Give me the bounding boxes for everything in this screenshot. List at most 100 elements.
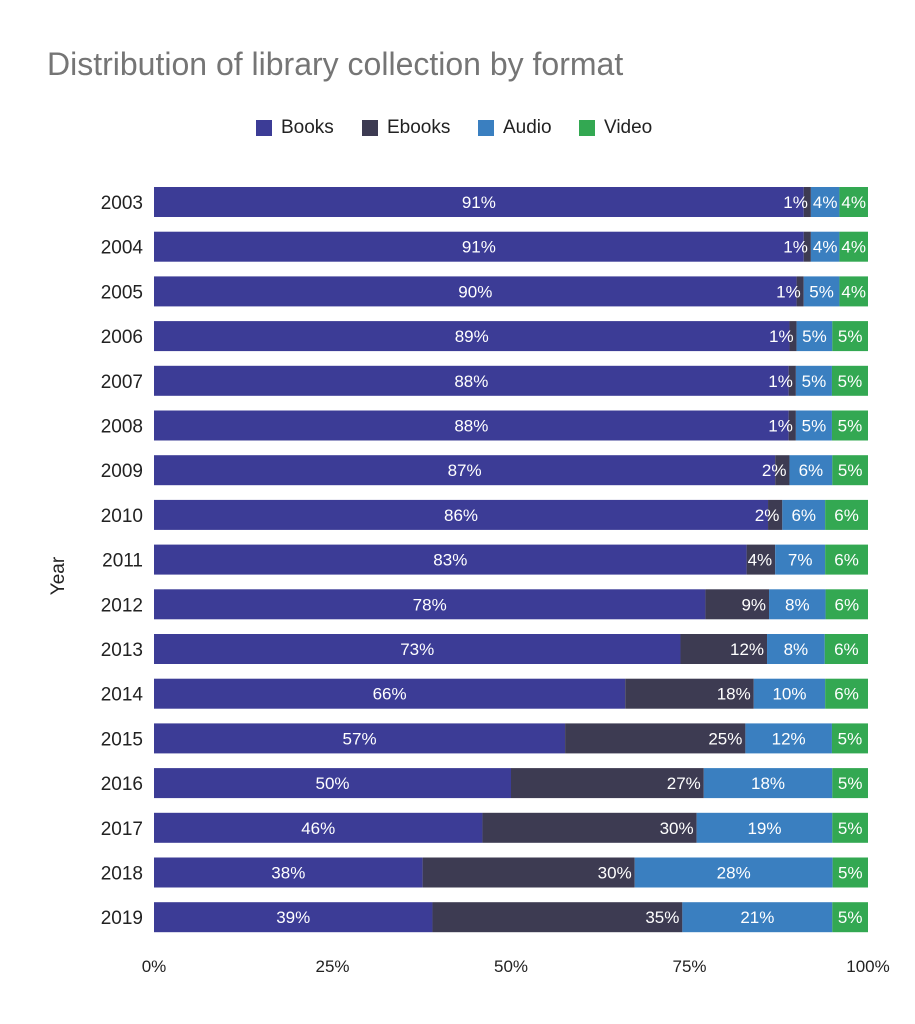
bar-segment-video: [839, 231, 868, 262]
bar-segment-audio: [682, 902, 833, 933]
data-label-video: 4%: [841, 193, 866, 212]
bar-segment-video: [839, 187, 868, 217]
y-tick-label: 2003: [101, 193, 143, 214]
bar-segment-video: [825, 499, 868, 530]
data-label-audio: 5%: [802, 372, 827, 391]
data-label-audio: 18%: [751, 774, 785, 793]
data-label-books: 73%: [400, 640, 434, 659]
data-label-video: 6%: [834, 506, 859, 525]
x-tick-label: 50%: [494, 957, 528, 976]
y-tick-label: 2017: [101, 819, 143, 840]
bar-segment-ebooks: [422, 857, 635, 888]
legend-item-video: Video: [579, 116, 652, 140]
data-label-ebooks: 30%: [660, 819, 694, 838]
bar-segment-video: [824, 634, 868, 664]
bar-segment-audio: [745, 723, 832, 754]
x-tick-label: 0%: [142, 957, 167, 976]
bar-segment-audio: [767, 634, 825, 664]
y-tick-label: 2018: [101, 864, 143, 885]
data-label-books: 91%: [462, 238, 496, 257]
bar-segment-video: [825, 544, 868, 575]
data-label-video: 6%: [834, 685, 859, 704]
data-label-books: 88%: [454, 372, 488, 391]
legend-item-books: Books: [256, 116, 334, 140]
data-label-ebooks: 18%: [717, 685, 751, 704]
bar-segment-audio: [795, 410, 832, 441]
data-label-audio: 6%: [791, 506, 816, 525]
bar-segment-books: [154, 321, 790, 352]
bar-segment-video: [825, 589, 868, 620]
data-label-video: 5%: [838, 819, 863, 838]
data-label-ebooks: 27%: [667, 774, 701, 793]
y-tick-label: 2012: [101, 595, 143, 616]
data-label-video: 4%: [841, 282, 866, 301]
data-label-video: 4%: [841, 238, 866, 257]
bar-segment-ebooks: [511, 768, 704, 799]
data-label-audio: 6%: [799, 461, 824, 480]
chart-title: Distribution of library collection by fo…: [47, 46, 624, 82]
bar-segment-books: [154, 723, 566, 754]
bar-segment-books: [154, 187, 804, 217]
bar-segment-audio: [769, 589, 826, 620]
legend-swatch: [256, 120, 272, 136]
bar-segment-books: [154, 276, 797, 307]
data-label-books: 78%: [413, 595, 447, 614]
bar-segment-ebooks: [796, 276, 804, 307]
data-label-audio: 21%: [740, 908, 774, 927]
bar-segment-ebooks: [705, 589, 770, 620]
bar-segment-books: [154, 365, 789, 396]
y-tick-label: 2013: [101, 640, 143, 661]
data-label-video: 5%: [838, 729, 863, 748]
bar-segment-video: [831, 365, 868, 396]
bar-segment-books: [154, 768, 511, 799]
data-label-video: 5%: [838, 372, 863, 391]
y-tick-label: 2007: [101, 372, 143, 393]
data-label-ebooks: 1%: [783, 238, 808, 257]
data-label-audio: 5%: [809, 282, 834, 301]
data-label-video: 5%: [838, 774, 863, 793]
data-label-audio: 10%: [772, 685, 806, 704]
legend-swatch: [362, 120, 378, 136]
y-tick-label: 2019: [101, 908, 143, 929]
legend-item-audio: Audio: [478, 116, 552, 140]
data-label-ebooks: 4%: [748, 551, 773, 570]
bar-segment-ebooks: [625, 678, 754, 709]
data-label-ebooks: 1%: [776, 282, 801, 301]
y-tick-label: 2011: [102, 551, 143, 572]
bar-segment-ebooks: [768, 499, 783, 530]
bar-segment-books: [154, 678, 626, 709]
y-tick-label: 2008: [101, 417, 143, 438]
data-label-ebooks: 12%: [730, 640, 764, 659]
bar-segment-ebooks: [680, 634, 768, 664]
y-tick-label: 2004: [101, 238, 144, 259]
bar-segment-books: [154, 455, 776, 486]
data-label-ebooks: 1%: [768, 372, 793, 391]
bar-segment-ebooks: [803, 187, 811, 217]
data-label-ebooks: 1%: [783, 193, 808, 212]
data-label-books: 39%: [276, 908, 310, 927]
data-label-video: 5%: [838, 908, 863, 927]
bar-segment-audio: [703, 768, 833, 799]
data-label-video: 5%: [838, 417, 863, 436]
bar-segment-video: [831, 723, 868, 754]
x-tick-label: 25%: [315, 957, 349, 976]
data-label-video: 5%: [838, 461, 863, 480]
bar-segment-audio: [796, 321, 833, 352]
bar-segment-books: [154, 231, 804, 262]
bar-segment-ebooks: [775, 455, 790, 486]
legend-item-ebooks: Ebooks: [362, 116, 450, 140]
bar-segment-books: [154, 902, 433, 933]
bar-segment-video: [839, 276, 868, 307]
data-label-ebooks: 9%: [741, 595, 766, 614]
legend-label: Books: [281, 117, 334, 138]
bar-segment-audio: [795, 365, 832, 396]
bar-segment-audio: [810, 231, 840, 262]
bar-segment-ebooks: [432, 902, 683, 933]
data-label-video: 6%: [834, 551, 859, 570]
chart-legend: Books Ebooks Audio Video: [0, 116, 915, 140]
bar-segment-video: [832, 812, 868, 843]
bar-segment-books: [154, 499, 769, 530]
bar-segment-audio: [753, 678, 826, 709]
data-label-books: 66%: [373, 685, 407, 704]
bar-segment-video: [832, 857, 868, 888]
